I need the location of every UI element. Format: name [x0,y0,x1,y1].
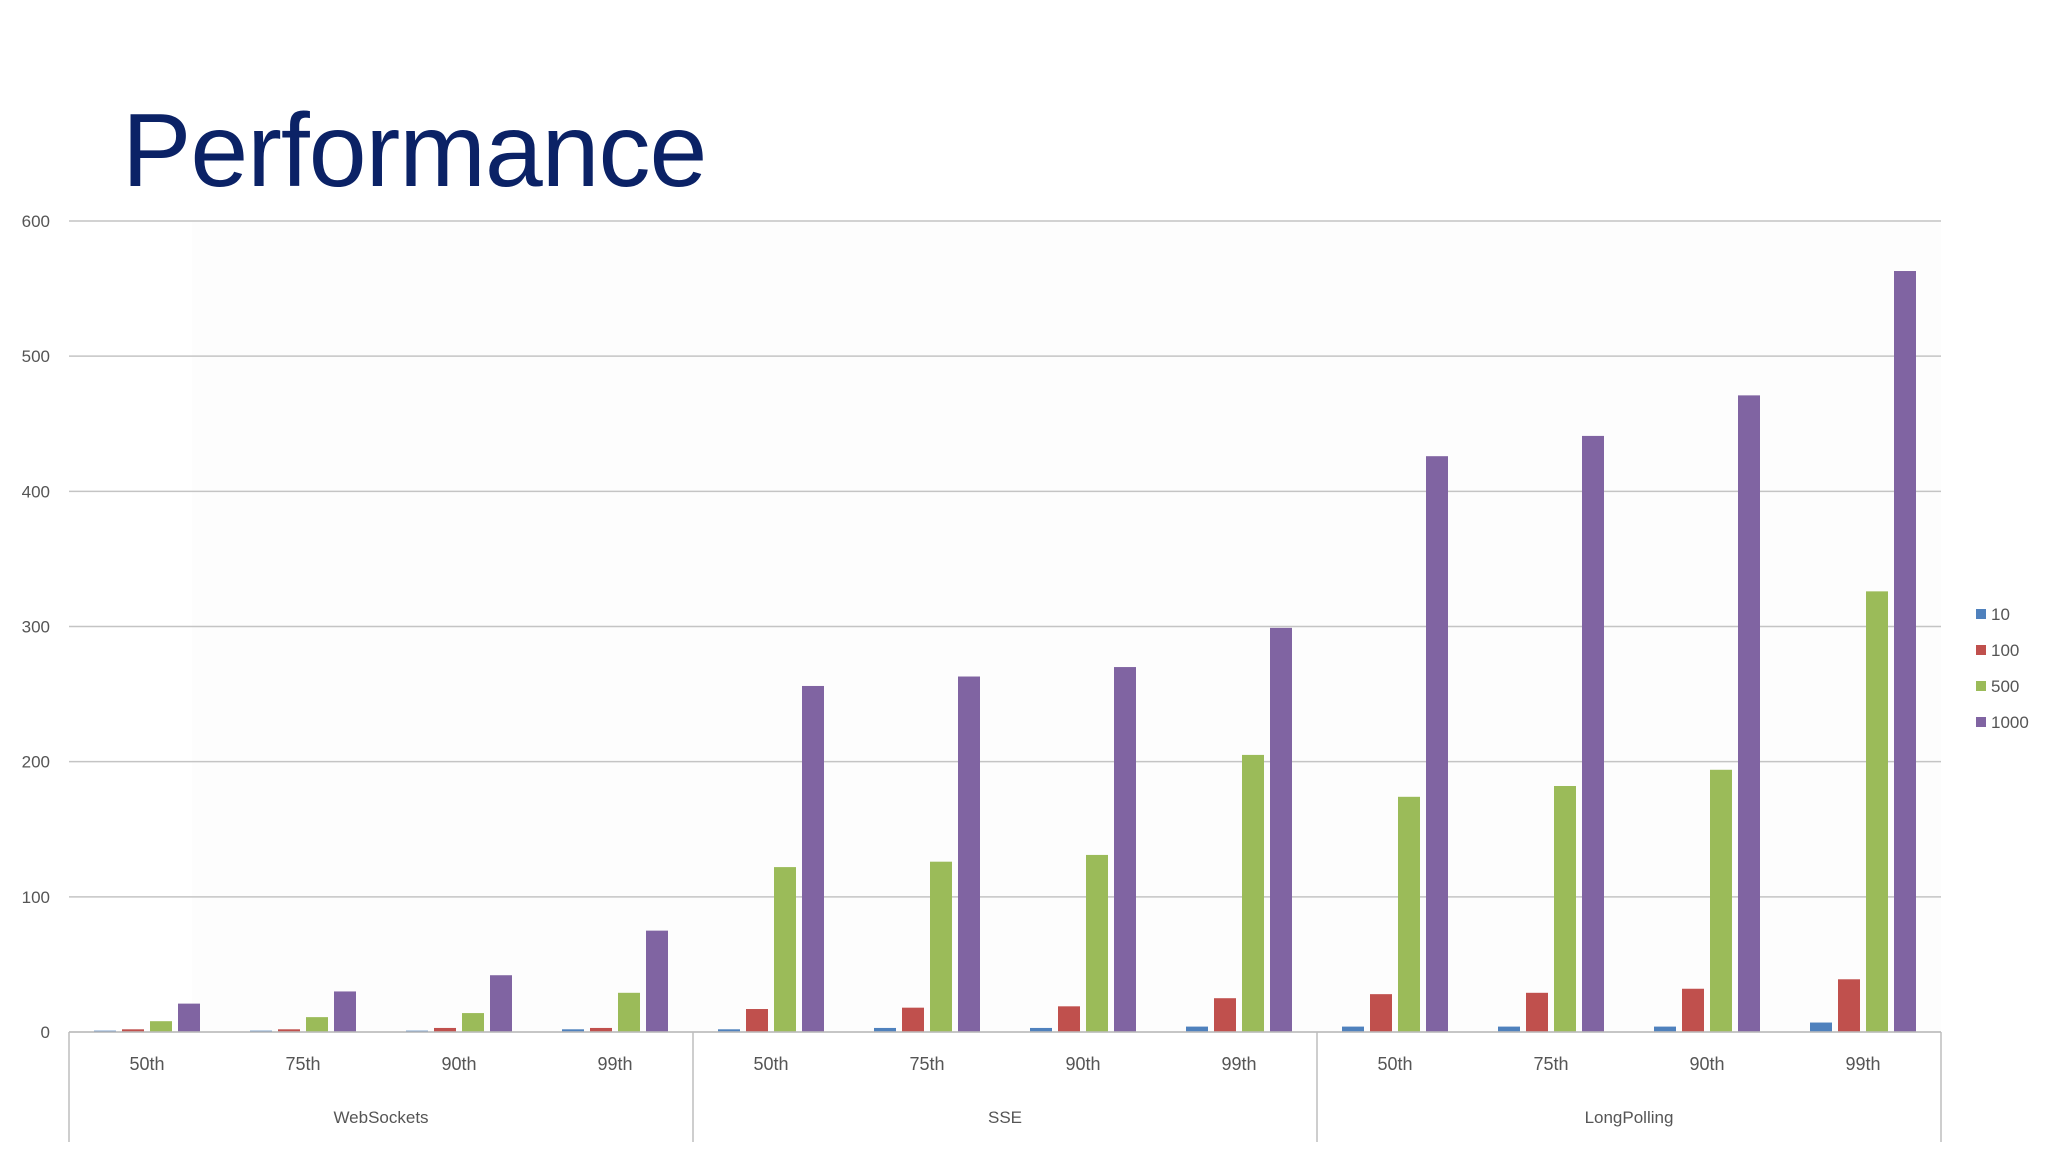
bar-1000 [1582,435,1604,1032]
legend-label: 100 [1991,641,2019,660]
bar-500 [462,1013,484,1032]
group-label: WebSockets [333,1108,428,1127]
legend-swatch [1976,681,1986,691]
bar-10 [1030,1027,1052,1032]
bar-1000 [1270,627,1292,1032]
legend-label: 1000 [1991,713,2029,732]
bar-10 [718,1029,740,1032]
bar-1000 [1426,456,1448,1032]
bar-100 [1370,994,1392,1032]
legend-label: 10 [1991,605,2010,624]
bar-100 [1838,979,1860,1032]
bar-1000 [490,975,512,1032]
bar-10 [1498,1026,1520,1032]
x-tick-label: 75th [909,1054,944,1074]
bar-100 [1214,998,1236,1032]
bar-10 [874,1027,896,1032]
x-tick-label: 90th [1065,1054,1100,1074]
bar-10 [1342,1026,1364,1032]
bar-500 [774,867,796,1032]
bar-500 [1866,591,1888,1032]
y-tick-label: 0 [41,1023,50,1042]
bar-1000 [802,685,824,1032]
x-tick-label: 50th [129,1054,164,1074]
bar-100 [902,1007,924,1032]
bar-500 [306,1017,328,1032]
bar-1000 [334,991,356,1032]
bar-500 [1554,785,1576,1032]
x-tick-label: 99th [597,1054,632,1074]
x-tick-label: 50th [753,1054,788,1074]
bar-10 [1654,1026,1676,1032]
x-tick-label: 90th [1689,1054,1724,1074]
x-tick-label: 75th [285,1054,320,1074]
bar-500 [150,1021,172,1032]
x-tick-label: 90th [441,1054,476,1074]
x-tick-label: 75th [1533,1054,1568,1074]
y-tick-label: 600 [22,212,50,231]
bar-500 [1242,754,1264,1032]
y-tick-label: 400 [22,482,50,501]
bar-1000 [646,930,668,1032]
y-tick-label: 300 [22,618,50,637]
legend-swatch [1976,645,1986,655]
legend-label: 500 [1991,677,2019,696]
bar-100 [746,1009,768,1032]
bar-1000 [1894,271,1916,1032]
bar-10 [1810,1022,1832,1032]
x-tick-label: 99th [1845,1054,1880,1074]
bar-500 [618,992,640,1032]
bar-100 [1058,1006,1080,1032]
bar-100 [434,1027,456,1032]
x-tick-label: 50th [1377,1054,1412,1074]
legend-swatch [1976,717,1986,727]
bar-1000 [1114,667,1136,1032]
bar-10 [1186,1026,1208,1032]
bar-10 [562,1029,584,1032]
group-label: SSE [988,1108,1022,1127]
y-tick-label: 200 [22,753,50,772]
bar-500 [930,861,952,1032]
bar-100 [1682,988,1704,1032]
bar-1000 [1738,395,1760,1032]
bar-1000 [958,676,980,1032]
bar-500 [1398,796,1420,1032]
bar-100 [590,1027,612,1032]
group-label: LongPolling [1585,1108,1674,1127]
page-title: Performance [122,93,707,209]
bar-1000 [178,1003,200,1032]
bar-100 [1526,992,1548,1032]
bar-500 [1086,854,1108,1032]
x-tick-label: 99th [1221,1054,1256,1074]
y-tick-label: 500 [22,347,50,366]
legend-swatch [1976,609,1986,619]
y-tick-label: 100 [22,888,50,907]
bar-100 [278,1029,300,1032]
bar-100 [122,1029,144,1032]
bar-500 [1710,769,1732,1032]
